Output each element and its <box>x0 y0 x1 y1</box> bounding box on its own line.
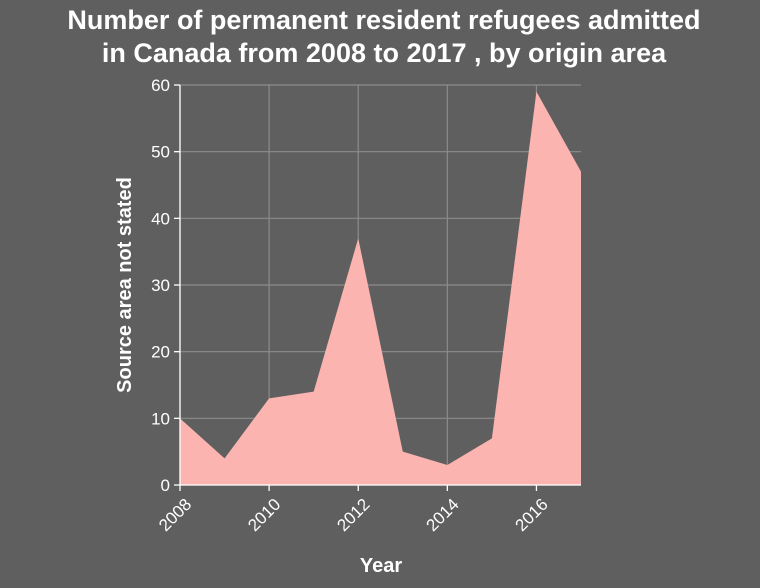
x-axis-label: Year <box>360 555 402 577</box>
y-tick-label: 10 <box>151 409 170 428</box>
y-tick-label: 30 <box>151 276 170 295</box>
y-tick-label: 0 <box>161 476 170 495</box>
y-tick-label: 40 <box>151 209 170 228</box>
y-tick-label: 50 <box>151 143 170 162</box>
x-tick-label: 2012 <box>333 495 373 535</box>
y-axis-label: Source area not stated <box>114 177 136 393</box>
y-tick-label: 60 <box>151 76 170 95</box>
x-tick-label: 2008 <box>155 495 195 535</box>
x-tick-label: 2010 <box>244 495 284 535</box>
x-tick-label: 2016 <box>512 495 552 535</box>
chart-title-line-1: Number of permanent resident refugees ad… <box>67 5 700 35</box>
area-series <box>180 91 581 486</box>
y-tick-label: 20 <box>151 343 170 362</box>
chart-title-line-2: in Canada from 2008 to 2017 , by origin … <box>102 38 667 68</box>
x-tick-label: 2014 <box>422 495 462 535</box>
